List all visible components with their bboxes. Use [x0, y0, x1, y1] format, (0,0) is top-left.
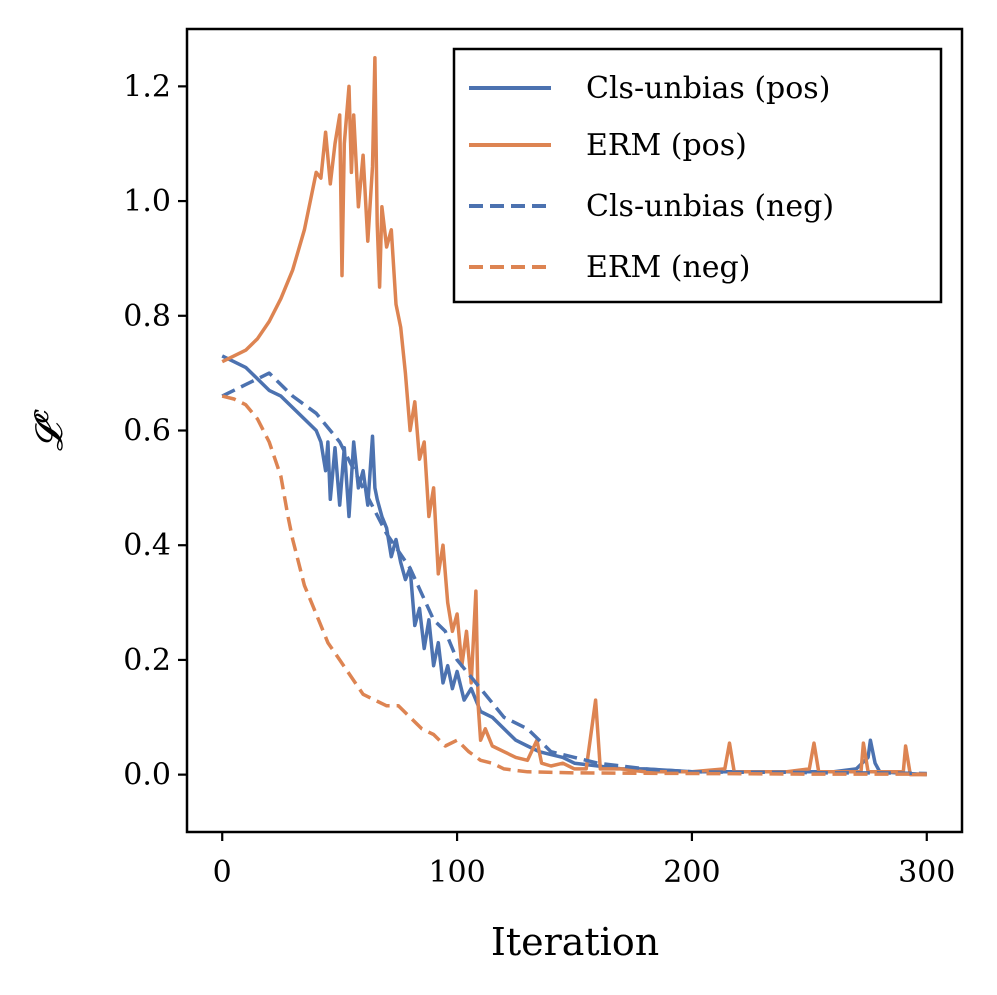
series-line-2: [221, 55, 927, 777]
y-tick-label: 0.0: [123, 758, 171, 793]
legend-label: Cls-unbias (pos): [586, 71, 830, 106]
x-axis: 0 100 200 300: [213, 832, 955, 890]
series-line-3: [221, 371, 927, 776]
y-tick-label: 0.2: [123, 643, 171, 678]
y-axis: 0.0 0.2 0.4 0.6 0.8 1.0 1.2: [123, 69, 187, 793]
y-tick-label: 0.8: [123, 299, 171, 334]
legend-label: ERM (neg): [586, 250, 750, 285]
y-axis-label: 𝓛c: [25, 408, 71, 451]
series-line-1: [221, 354, 927, 777]
x-tick-label: 100: [428, 855, 485, 890]
series-line-4: [221, 394, 927, 776]
y-tick-label: 0.6: [123, 414, 171, 449]
plot-series-group: [221, 55, 927, 777]
y-tick-label: 0.4: [123, 528, 171, 563]
y-axis-label-superscript: c: [25, 408, 55, 423]
x-tick-label: 0: [213, 855, 232, 890]
legend-label: ERM (pos): [586, 128, 747, 163]
legend: Cls-unbias (pos) ERM (pos) Cls-unbias (neg…: [452, 47, 943, 304]
y-tick-label: 1.2: [123, 69, 171, 104]
y-tick-label: 1.0: [123, 184, 171, 219]
x-tick-label: 300: [898, 855, 955, 890]
legend-box: [452, 47, 943, 304]
x-axis-label: Iteration: [491, 920, 659, 964]
legend-label: Cls-unbias (neg): [586, 189, 834, 224]
x-tick-label: 200: [663, 855, 720, 890]
